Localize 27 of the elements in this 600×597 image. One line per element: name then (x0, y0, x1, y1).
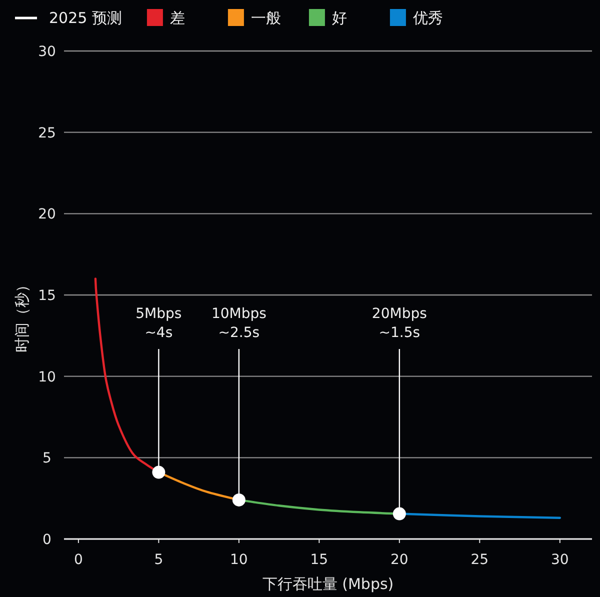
x-axis-title: 下行吞吐量 (Mbps) (262, 575, 394, 593)
legend-label: 差 (170, 9, 185, 27)
point (392, 507, 406, 520)
x-tick-label: 15 (310, 552, 328, 568)
y-tick-label: 10 (38, 369, 56, 386)
legend-label: 2025 预测 (49, 9, 122, 27)
x-tick-label: 25 (470, 552, 489, 568)
legend-label: 一般 (250, 9, 281, 27)
x-tick-label: 5 (154, 552, 164, 568)
legend-label: 优秀 (412, 9, 443, 27)
point (232, 493, 246, 506)
annotation: 5Mbps ~4s (136, 306, 182, 341)
x-tick-label: 10 (230, 552, 248, 568)
y-tick-label: 25 (38, 125, 56, 142)
y-tick-label: 15 (38, 288, 56, 304)
annotation: 10Mbps ~2.5s (211, 306, 266, 341)
y-tick-label: 30 (38, 44, 56, 60)
x-tick-label: 30 (550, 552, 569, 568)
point (152, 466, 166, 479)
legend-label: 好 (332, 9, 347, 27)
annotation: 20Mbps ~1.5s (372, 306, 427, 341)
y-axis-title: 时间（秒） (13, 278, 31, 352)
x-tick-label: 20 (390, 552, 408, 568)
y-tick-label: 20 (38, 206, 56, 223)
y-tick-label: 0 (42, 532, 52, 548)
x-tick-label: 0 (74, 552, 83, 568)
y-tick-label: 5 (42, 450, 52, 467)
